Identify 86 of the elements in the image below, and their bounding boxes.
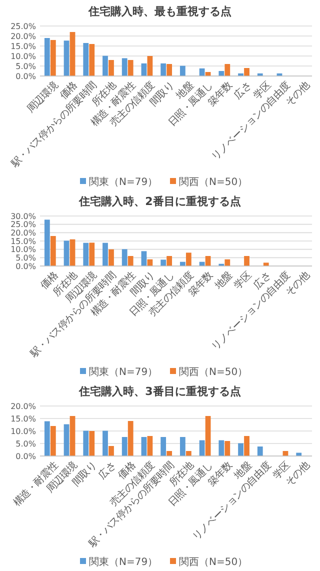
bar xyxy=(64,240,70,266)
bar xyxy=(122,249,128,266)
bar xyxy=(141,251,147,266)
legend-label: 関西（N=50） xyxy=(179,367,248,378)
bar xyxy=(186,252,192,266)
bar xyxy=(147,56,153,76)
bar xyxy=(218,71,224,76)
bar xyxy=(128,60,134,76)
y-tick-label: 25.0% xyxy=(10,220,36,230)
bar xyxy=(263,262,269,266)
bar xyxy=(128,421,134,456)
bar xyxy=(224,259,230,266)
y-tick-label: 5.0% xyxy=(16,253,36,262)
bar xyxy=(44,220,50,266)
y-tick-label: 5.0% xyxy=(16,439,36,448)
bar xyxy=(244,68,250,76)
bar xyxy=(83,43,89,76)
bar xyxy=(102,242,108,266)
y-tick-label: 0.0% xyxy=(16,262,36,271)
y-tick-label: 15.0% xyxy=(10,42,36,51)
bar xyxy=(224,64,230,76)
bar xyxy=(166,256,172,266)
bar xyxy=(70,239,76,266)
bar xyxy=(180,66,186,76)
y-tick-label: 30.0% xyxy=(10,212,36,221)
bar xyxy=(257,446,263,456)
bar xyxy=(218,440,224,456)
bar xyxy=(108,446,114,456)
bar xyxy=(89,242,95,266)
bar xyxy=(238,443,244,456)
bar xyxy=(128,256,134,266)
bar xyxy=(147,436,153,456)
bar xyxy=(186,451,192,456)
bar xyxy=(244,256,250,266)
chart-title: 住宅購入時、3番目に重視する点 xyxy=(78,385,241,398)
y-tick-label: 20.0% xyxy=(10,402,36,411)
bar xyxy=(122,58,128,76)
y-tick-label: 5.0% xyxy=(16,62,36,71)
bar xyxy=(180,437,186,456)
y-tick-label: 0.0% xyxy=(16,452,36,461)
bar xyxy=(108,249,114,266)
bar xyxy=(102,56,108,76)
bar xyxy=(89,44,95,76)
y-tick-label: 10.0% xyxy=(10,245,36,254)
bar xyxy=(224,441,230,456)
legend-label: 関東（N=79） xyxy=(89,556,158,568)
bar xyxy=(102,430,108,456)
x-tick-label: 広さ xyxy=(232,80,254,102)
bar xyxy=(50,236,56,266)
legend-label: 関東（N=79） xyxy=(89,366,158,378)
bar xyxy=(83,430,89,456)
chart-title: 住宅購入時、2番目に重視する点 xyxy=(78,195,241,208)
bar xyxy=(108,60,114,76)
y-tick-label: 10.0% xyxy=(10,52,36,61)
y-tick-label: 20.0% xyxy=(10,32,36,41)
bar xyxy=(166,64,172,76)
legend-label: 関東（N=79） xyxy=(89,176,158,188)
bar xyxy=(70,416,76,456)
bar xyxy=(205,416,211,456)
x-tick-label: 周辺環境 xyxy=(24,79,61,116)
bar xyxy=(160,437,166,456)
bar xyxy=(166,451,172,456)
bar xyxy=(64,40,70,76)
bar xyxy=(64,424,70,456)
bar xyxy=(83,242,89,266)
bar xyxy=(70,32,76,76)
y-tick-label: 20.0% xyxy=(10,228,36,238)
y-tick-label: 15.0% xyxy=(10,236,36,246)
y-tick-label: 25.0% xyxy=(10,22,36,31)
bar xyxy=(50,426,56,456)
legend-label: 関西（N=50） xyxy=(179,557,248,568)
bar xyxy=(89,431,95,456)
chart-title: 住宅購入時、最も重視する点 xyxy=(88,5,232,18)
y-tick-label: 10.0% xyxy=(10,426,36,436)
bar xyxy=(141,437,147,456)
y-tick-label: 15.0% xyxy=(10,414,36,424)
bar xyxy=(50,40,56,76)
bar xyxy=(44,421,50,456)
bar xyxy=(122,437,128,456)
y-tick-label: 0.0% xyxy=(16,72,36,81)
x-tick-label: 広さ xyxy=(96,460,118,482)
bar xyxy=(244,436,250,456)
legend-label: 関西（N=50） xyxy=(179,177,248,188)
bar xyxy=(44,38,50,76)
bar xyxy=(160,260,166,266)
bar xyxy=(160,63,166,76)
